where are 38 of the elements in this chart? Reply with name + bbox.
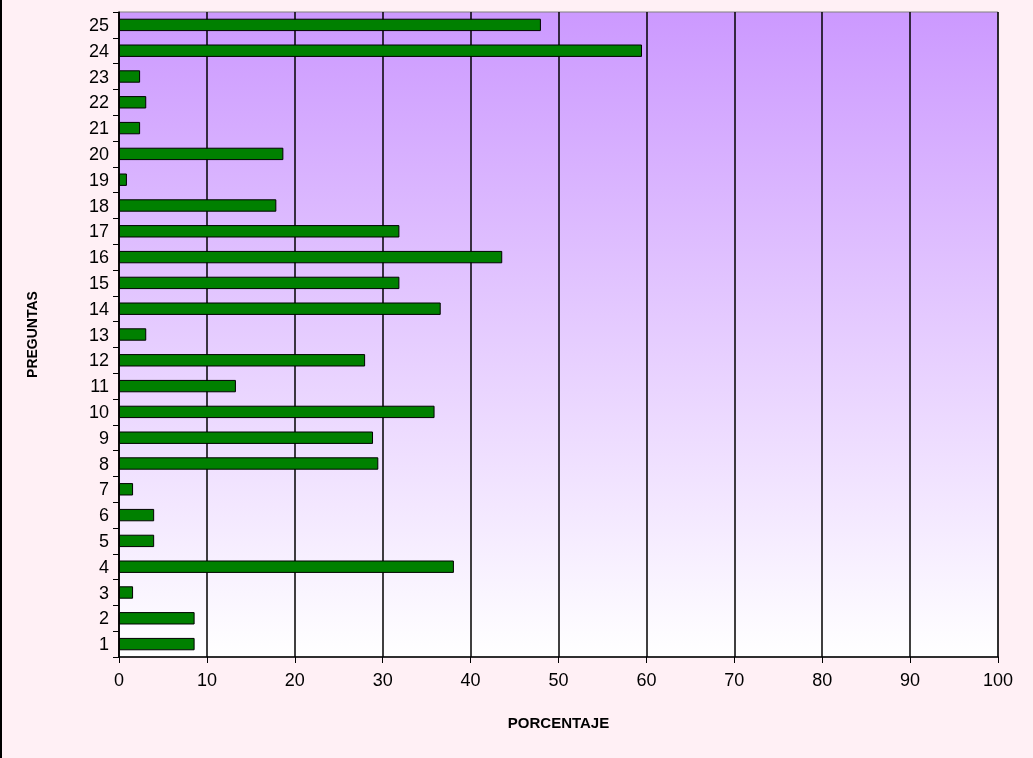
y-tick-label: 12 [88, 350, 109, 371]
y-tick-label: 24 [88, 40, 109, 61]
x-tick-label: 20 [284, 670, 305, 690]
y-tick-label: 23 [88, 66, 109, 87]
y-tick-label: 25 [88, 14, 109, 35]
x-tick-label: 50 [548, 670, 569, 690]
x-tick-label: 40 [460, 670, 481, 690]
y-tick-label: 9 [98, 427, 109, 448]
x-axis-title: PORCENTAJE [507, 714, 610, 731]
y-tick-label: 14 [88, 298, 109, 319]
x-tick-label: 30 [372, 670, 393, 690]
y-tick-label: 6 [98, 505, 109, 526]
y-tick-label: 10 [88, 401, 109, 422]
x-tick-label: 10 [196, 670, 217, 690]
y-tick-label: 8 [98, 453, 109, 474]
x-tick-label: 90 [900, 670, 921, 690]
y-tick-label: 22 [88, 92, 109, 113]
y-tick-label: 15 [88, 272, 109, 293]
y-tick-label: 5 [98, 530, 109, 551]
x-tick-label: 70 [724, 670, 745, 690]
y-tick-label: 20 [88, 143, 109, 164]
y-tick-label: 7 [98, 479, 109, 500]
y-tick-label: 1 [98, 634, 109, 655]
y-tick-label: 13 [88, 324, 109, 345]
y-axis-title: PREGUNTAS [24, 291, 40, 378]
y-tick-label: 2 [98, 608, 109, 629]
y-tick-label: 17 [88, 221, 109, 242]
x-tick-label: 80 [812, 670, 833, 690]
y-tick-label: 3 [98, 582, 109, 603]
x-tick-label: 60 [636, 670, 657, 690]
y-tick-label: 16 [88, 247, 109, 268]
y-tick-label: 19 [88, 169, 109, 190]
y-tick-label: 11 [90, 376, 109, 397]
y-tick-label: 21 [88, 118, 109, 139]
x-tick-label: 0 [113, 670, 125, 690]
x-tick-label: 100 [982, 670, 1014, 690]
y-tick-label: 18 [88, 195, 109, 216]
y-tick-label: 4 [98, 556, 109, 577]
